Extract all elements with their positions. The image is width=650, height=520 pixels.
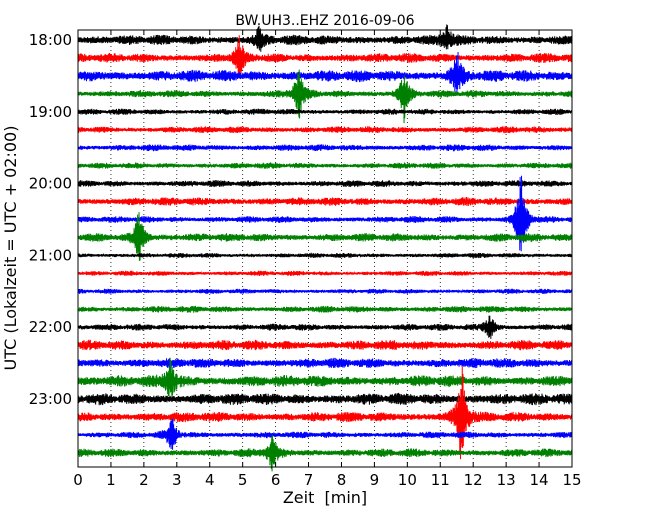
- trace-lines: [77, 24, 573, 472]
- seismogram-trace: [77, 126, 573, 134]
- x-tick-label: 13: [497, 471, 516, 489]
- x-tick-label: 6: [271, 471, 281, 489]
- seismogram-trace: [77, 270, 573, 277]
- seismogram-trace: [77, 434, 573, 472]
- seismogram-trace: [77, 339, 573, 351]
- x-tick-label: 2: [139, 471, 149, 489]
- x-tick-label: 9: [370, 471, 380, 489]
- seismogram-trace: [77, 305, 573, 313]
- seismogram-trace: [77, 315, 573, 339]
- x-tick-label: 12: [464, 471, 483, 489]
- seismogram-trace: [77, 52, 573, 93]
- x-axis-label: Zeit [min]: [283, 488, 367, 507]
- y-tick-label: 21:00: [29, 246, 72, 264]
- seismogram-trace: [77, 175, 573, 252]
- x-axis-ticks: 0 1 2 3 4 5 6 7 8 9 10 11 12 13 14 15: [73, 30, 582, 489]
- y-tick-label: 20:00: [29, 175, 72, 193]
- seismogram-trace: [77, 108, 573, 115]
- x-tick-label: 1: [106, 471, 116, 489]
- seismogram-trace: [77, 197, 573, 206]
- x-tick-label: 3: [172, 471, 182, 489]
- y-tick-label: 19:00: [29, 103, 72, 121]
- seismogram-trace: [77, 252, 573, 259]
- y-axis-ticks: 18:00 19:00 20:00 21:00 22:00 23:00: [29, 31, 572, 408]
- seismogram-trace: [77, 366, 573, 460]
- seismogram-trace: [77, 357, 573, 397]
- x-tick-label: 7: [304, 471, 314, 489]
- x-tick-label: 11: [431, 471, 450, 489]
- plot-frame: [77, 29, 573, 468]
- x-tick-label: 4: [205, 471, 215, 489]
- seismogram-trace: [77, 418, 573, 450]
- seismogram-trace: [77, 392, 573, 406]
- seismogram-trace: [77, 144, 573, 152]
- y-axis-label: UTC (Lokalzeit = UTC + 02:00): [1, 126, 20, 371]
- y-tick-label: 18:00: [29, 31, 72, 49]
- seismogram-trace: [77, 24, 573, 52]
- x-tick-label: 5: [238, 471, 248, 489]
- x-tick-label: 14: [530, 471, 549, 489]
- seismogram-trace: [77, 212, 573, 261]
- y-tick-label: 23:00: [29, 390, 72, 408]
- seismogram-trace: [77, 35, 573, 79]
- seismogram-trace: [77, 69, 573, 124]
- x-tick-label: 0: [73, 471, 83, 489]
- seismogram-trace: [77, 180, 573, 188]
- chart-title: BW.UH3..EHZ 2016-09-06: [235, 13, 414, 29]
- seismogram-trace: [77, 357, 573, 369]
- x-tick-label: 10: [398, 471, 417, 489]
- seismogram-trace: [77, 288, 573, 294]
- seismogram-trace: [77, 162, 573, 169]
- y-tick-label: 22:00: [29, 318, 72, 336]
- x-tick-label: 8: [337, 471, 347, 489]
- x-tick-label: 15: [562, 471, 581, 489]
